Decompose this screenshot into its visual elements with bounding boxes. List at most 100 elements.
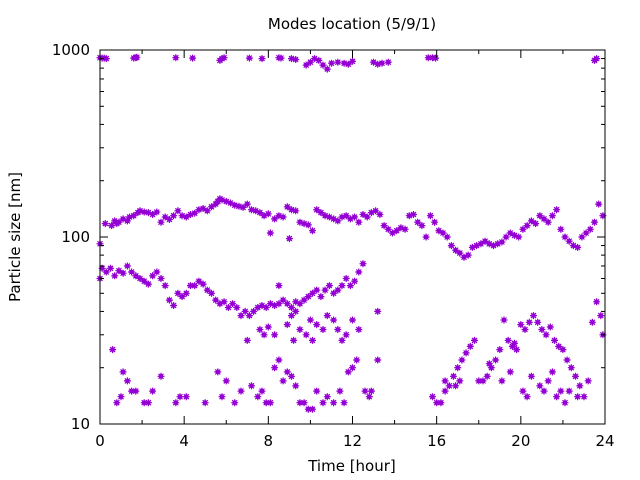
- data-point: [161, 213, 169, 221]
- data-point: [519, 387, 527, 395]
- data-point: [527, 372, 535, 380]
- data-point: [462, 349, 470, 357]
- data-point: [523, 393, 531, 401]
- data-point: [584, 377, 592, 385]
- data-point: [580, 393, 588, 401]
- data-point: [275, 282, 283, 290]
- data-point: [157, 218, 165, 226]
- data-point: [542, 331, 550, 339]
- data-point: [214, 368, 222, 376]
- data-point: [336, 387, 344, 395]
- data-point: [243, 336, 251, 344]
- data-point: [199, 280, 207, 288]
- data-point: [599, 212, 607, 220]
- data-point: [565, 237, 573, 245]
- data-point: [574, 243, 582, 251]
- data-point: [313, 206, 321, 214]
- data-point: [109, 346, 117, 354]
- data-point: [502, 233, 510, 241]
- data-point: [239, 203, 247, 211]
- data-point: [431, 218, 439, 226]
- data-point: [418, 222, 426, 230]
- data-point: [201, 399, 209, 407]
- data-point: [264, 210, 272, 218]
- data-point: [203, 286, 211, 294]
- data-point: [313, 321, 321, 329]
- data-point: [302, 61, 310, 69]
- data-point: [132, 272, 140, 280]
- data-point: [414, 218, 422, 226]
- data-point: [479, 377, 487, 385]
- data-point: [241, 307, 249, 315]
- data-point: [349, 364, 356, 372]
- data-point: [342, 212, 350, 220]
- data-point: [582, 229, 590, 237]
- data-point: [174, 289, 182, 297]
- data-point: [498, 377, 506, 385]
- data-point: [172, 54, 180, 62]
- data-point: [544, 218, 552, 226]
- data-point: [454, 364, 462, 372]
- data-point: [353, 356, 361, 364]
- data-point: [325, 282, 333, 290]
- data-point: [108, 222, 116, 230]
- data-point: [266, 229, 274, 237]
- data-point: [342, 275, 350, 282]
- data-point: [245, 312, 253, 320]
- data-point: [149, 211, 157, 218]
- x-tick-label: 12: [343, 432, 362, 450]
- data-point: [548, 212, 556, 220]
- data-point: [527, 217, 535, 225]
- data-point: [370, 58, 377, 66]
- data-point: [355, 268, 363, 276]
- data-point: [296, 326, 304, 333]
- data-point: [102, 268, 110, 276]
- data-point: [123, 377, 131, 385]
- x-axis-label: Time [hour]: [307, 457, 396, 475]
- x-tick-label: 20: [511, 432, 530, 450]
- data-point: [285, 235, 293, 243]
- data-point: [540, 387, 548, 395]
- data-point: [565, 387, 573, 395]
- data-point: [553, 393, 561, 401]
- data-point: [452, 246, 460, 254]
- data-point: [374, 356, 382, 364]
- data-point: [275, 300, 283, 308]
- data-point: [330, 215, 338, 223]
- data-point: [319, 326, 327, 333]
- y-axis-label: Particle size [nm]: [6, 172, 24, 302]
- data-point: [113, 399, 121, 407]
- data-point: [450, 372, 457, 380]
- data-point: [288, 372, 295, 380]
- data-point: [212, 296, 220, 304]
- data-point: [311, 55, 319, 63]
- data-point: [334, 326, 342, 333]
- data-point: [144, 280, 152, 288]
- data-point: [182, 289, 190, 297]
- x-axis: 0 4 8 12 16 20 24: [95, 50, 615, 450]
- data-point: [338, 336, 346, 344]
- data-point: [458, 356, 466, 364]
- data-point: [437, 399, 445, 407]
- data-point: [133, 53, 141, 61]
- data-point: [595, 200, 603, 208]
- data-point: [313, 387, 321, 395]
- data-point: [532, 220, 540, 228]
- data-point: [460, 253, 468, 261]
- data-point: [262, 304, 270, 311]
- data-point: [319, 399, 327, 407]
- data-point: [229, 300, 237, 308]
- data-point: [513, 346, 521, 354]
- data-point: [271, 364, 279, 372]
- data-point: [538, 326, 546, 333]
- data-point: [544, 377, 552, 385]
- data-point: [174, 207, 182, 215]
- data-point: [132, 387, 140, 395]
- data-point: [149, 272, 157, 280]
- data-point: [515, 233, 523, 241]
- data-point: [468, 243, 476, 251]
- data-point: [218, 393, 226, 401]
- data-point: [266, 399, 274, 407]
- data-point: [290, 336, 298, 344]
- data-point: [346, 215, 354, 223]
